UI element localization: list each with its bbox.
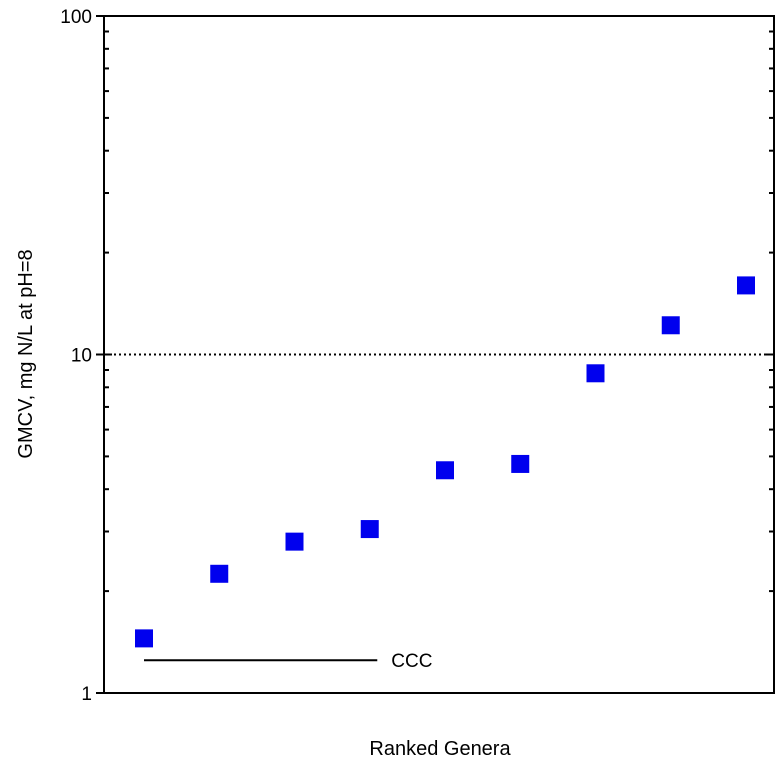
data-points (135, 276, 755, 648)
y-axis-label: GMCV, mg N/L at pH=8 (15, 249, 37, 458)
data-point (586, 364, 605, 383)
y-axis-tick-labels: 1 10 100 (60, 7, 92, 705)
y-tick-label: 100 (60, 7, 92, 28)
x-axis-label: Ranked Genera (369, 738, 511, 760)
data-point (135, 629, 153, 648)
reference-lines: CCC (104, 353, 774, 672)
data-point (661, 316, 680, 335)
data-point (737, 276, 755, 295)
data-point (210, 564, 229, 583)
data-point (436, 461, 454, 480)
data-point (360, 520, 379, 539)
y-axis-major-ticks (96, 15, 774, 694)
ccc-label: CCC (391, 651, 432, 672)
y-axis-minor-ticks (104, 30, 774, 593)
y-tick-label: 1 (81, 684, 92, 705)
data-point (285, 532, 304, 551)
y-tick-label: 10 (71, 346, 92, 367)
data-point (511, 454, 530, 473)
